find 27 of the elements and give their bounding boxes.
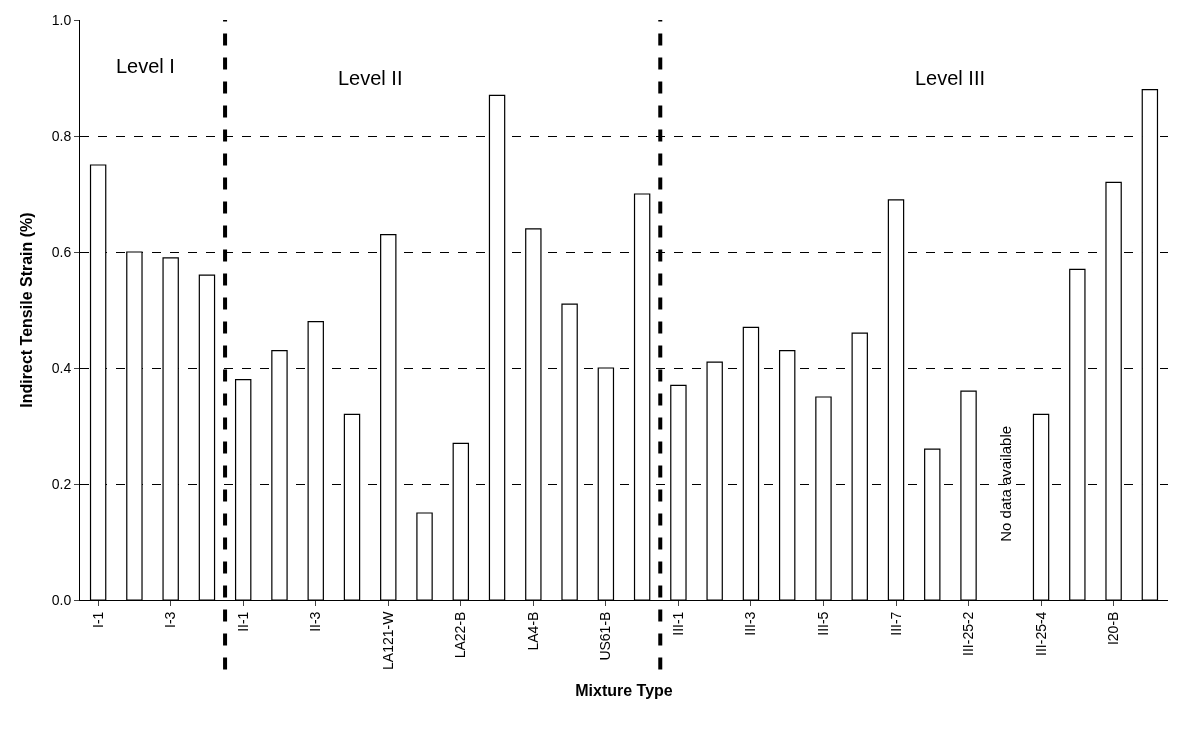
- y-tick-label: 0.6: [51, 243, 72, 260]
- annotation: Level III: [915, 67, 986, 89]
- y-tick-label: 0.2: [51, 475, 72, 492]
- x-tick-label: LA22-B: [452, 611, 469, 659]
- x-tick-label: II-1: [234, 611, 251, 632]
- annotation: Level II: [338, 67, 403, 89]
- x-tick-label: III-5: [815, 611, 832, 636]
- x-tick-label: LA121-W: [379, 610, 396, 670]
- y-tick-label: 1.0: [51, 11, 72, 28]
- x-axis-title: Mixture Type: [575, 681, 673, 699]
- x-tick-label: III-3: [742, 611, 759, 636]
- x-tick-label: III-7: [887, 611, 904, 636]
- y-tick-label: 0.0: [51, 591, 72, 608]
- x-tick-label: I-3: [162, 611, 179, 628]
- annotation: No data available: [996, 425, 1014, 542]
- x-tick-label: I-1: [89, 611, 106, 628]
- x-tick-label: US61-B: [597, 611, 614, 661]
- x-tick-label: III-1: [669, 611, 686, 636]
- x-tick-label: II-3: [307, 611, 324, 632]
- y-axis-title: Indirect Tensile Strain (%): [17, 212, 35, 408]
- x-tick-label: III-25-2: [960, 611, 977, 656]
- annotation: Level I: [116, 55, 175, 77]
- y-tick-label: 0.4: [51, 359, 72, 376]
- x-tick-label: III-25-4: [1032, 611, 1049, 656]
- x-tick-label: LA4-B: [524, 611, 541, 651]
- x-tick-label: I20-B: [1105, 611, 1122, 646]
- y-tick-label: 0.8: [51, 127, 72, 144]
